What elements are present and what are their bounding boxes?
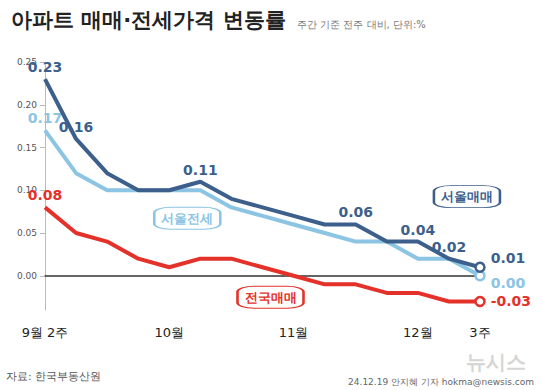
svg-text:10월: 10월 (155, 325, 185, 340)
svg-text:0.00: 0.00 (17, 271, 37, 281)
svg-text:24.12.19 안지혜 기자 hokma@newsis.c: 24.12.19 안지혜 기자 hokma@newsis.com (348, 377, 534, 387)
svg-text:3주: 3주 (469, 325, 490, 340)
svg-text:0.06: 0.06 (338, 204, 373, 220)
svg-text:-0.03: -0.03 (491, 293, 531, 309)
svg-text:서울전세: 서울전세 (161, 211, 213, 226)
svg-text:0.20: 0.20 (17, 100, 37, 110)
svg-text:0.08: 0.08 (28, 187, 63, 203)
svg-text:서울매매: 서울매매 (441, 189, 493, 204)
svg-text:아파트 매매·전세가격 변동률: 아파트 매매·전세가격 변동률 (11, 8, 286, 32)
svg-text:전국매매: 전국매매 (245, 290, 297, 305)
svg-text:0.15: 0.15 (17, 143, 37, 153)
svg-text:0.11: 0.11 (183, 162, 218, 178)
svg-text:0.05: 0.05 (17, 228, 37, 238)
svg-text:자료: 한국부동산원: 자료: 한국부동산원 (6, 370, 101, 383)
svg-text:0.16: 0.16 (59, 119, 94, 135)
svg-text:주간 기준 전주 대비, 단위:%: 주간 기준 전주 대비, 단위:% (297, 19, 426, 30)
svg-text:12월: 12월 (403, 325, 433, 340)
svg-text:9월 2주: 9월 2주 (22, 325, 69, 340)
svg-text:11월: 11월 (279, 325, 309, 340)
svg-text:0.02: 0.02 (432, 239, 467, 255)
svg-text:0.01: 0.01 (491, 250, 526, 266)
svg-text:0.00: 0.00 (491, 275, 526, 291)
svg-text:0.17: 0.17 (28, 110, 63, 126)
svg-text:뉴시스: 뉴시스 (466, 350, 526, 374)
svg-text:0.04: 0.04 (401, 222, 436, 238)
svg-text:0.23: 0.23 (28, 59, 63, 75)
